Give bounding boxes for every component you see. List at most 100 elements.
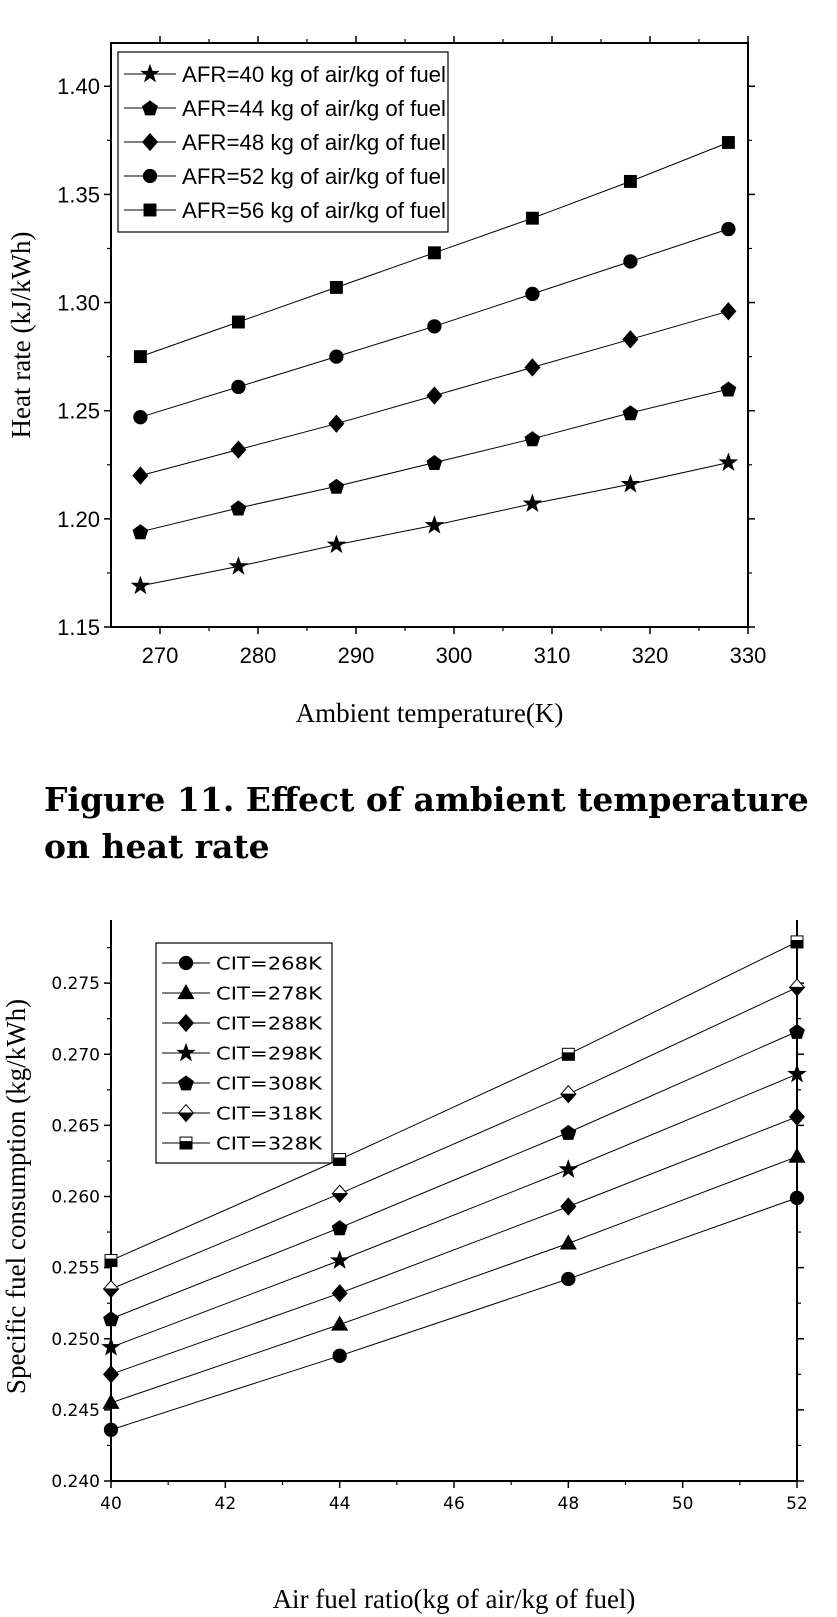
data-point xyxy=(133,350,147,364)
data-point xyxy=(623,174,637,188)
y-tick-label: 0.240 xyxy=(51,1472,100,1492)
data-point xyxy=(231,379,246,395)
legend: AFR=40 kg of air/kg of fuel AFR=44 kg of … xyxy=(117,51,449,233)
y-tick-label: 0.250 xyxy=(51,1330,100,1350)
series-3 xyxy=(132,302,737,485)
y-axis-label: Specific fuel consumption (kg/kWh) xyxy=(1,999,31,1394)
series-line xyxy=(110,1073,798,1348)
data-point xyxy=(622,405,639,421)
y-tick-label: 1.35 xyxy=(57,182,100,207)
data-point xyxy=(522,493,543,513)
x-tick-label: 320 xyxy=(632,643,669,668)
legend-label: CIT=278K xyxy=(216,983,323,1004)
data-point xyxy=(331,1284,348,1303)
legend-item: CIT=318K xyxy=(162,1103,323,1124)
figure-caption: Figure 11. Effect of ambient temperature… xyxy=(44,780,809,866)
data-point xyxy=(103,1422,119,1437)
x-tick-label: 270 xyxy=(142,643,179,668)
x-tick-label: 290 xyxy=(338,643,375,668)
legend-item: CIT=298K xyxy=(162,1042,323,1064)
legend: CIT=268K CIT=278K CIT=288K CIT=298K CIT=308K… xyxy=(155,942,333,1164)
legend-marker xyxy=(177,1103,195,1123)
x-tick-label: 48 xyxy=(558,1494,580,1514)
x-tick-label: 50 xyxy=(672,1494,694,1514)
series-5 xyxy=(133,136,735,364)
data-point xyxy=(525,211,539,225)
x-tick-label: 44 xyxy=(329,1494,351,1514)
x-axis-label: Ambient temperature(K) xyxy=(296,698,564,728)
x-tick-label: 300 xyxy=(436,643,473,668)
data-point xyxy=(560,1124,577,1140)
y-axis-label: Heat rate (kJ/kWh) xyxy=(6,232,36,439)
legend-marker xyxy=(178,1075,194,1091)
data-point xyxy=(329,1250,350,1269)
legend-label: AFR=44 kg of air/kg of fuel xyxy=(182,96,446,121)
legend-marker xyxy=(141,132,159,152)
x-tick-label: 46 xyxy=(443,1494,465,1514)
series-4 xyxy=(101,1063,807,1356)
data-point xyxy=(720,302,737,321)
legend-label: CIT=268K xyxy=(216,953,323,974)
series-line xyxy=(110,1116,798,1375)
data-point xyxy=(524,431,541,447)
legend-marker xyxy=(177,983,195,1000)
x-tick-label: 330 xyxy=(730,643,767,668)
data-point xyxy=(427,246,441,260)
legend-label: CIT=308K xyxy=(216,1073,323,1094)
data-point xyxy=(104,1254,118,1267)
y-tick-label: 1.25 xyxy=(57,399,100,424)
data-point xyxy=(620,474,641,493)
legend-label: AFR=56 kg of air/kg of fuel xyxy=(182,198,446,223)
series-2 xyxy=(132,381,737,540)
legend-label: CIT=298K xyxy=(216,1043,323,1064)
data-point xyxy=(790,935,804,949)
data-point xyxy=(558,1159,579,1178)
series-3 xyxy=(102,1107,806,1384)
series-line xyxy=(110,1031,798,1320)
data-point xyxy=(720,381,737,397)
data-point xyxy=(721,136,735,149)
data-point xyxy=(331,1315,349,1331)
y-tick-label: 0.265 xyxy=(51,1116,100,1136)
data-point xyxy=(328,414,345,433)
legend-item: AFR=48 kg of air/kg of fuel xyxy=(124,130,446,155)
x-tick-label: 280 xyxy=(240,643,277,668)
legend-item: CIT=268K xyxy=(162,953,323,974)
x-tick-label: 52 xyxy=(786,1494,808,1514)
y-tick-label: 0.275 xyxy=(51,974,100,994)
x-tick-label: 310 xyxy=(534,643,571,668)
data-point xyxy=(560,1197,577,1216)
legend-marker xyxy=(177,1013,195,1033)
series-7 xyxy=(104,935,804,1267)
data-point xyxy=(132,524,149,540)
legend-item: CIT=328K xyxy=(162,1133,323,1154)
data-point xyxy=(524,358,541,377)
legend-item: CIT=308K xyxy=(162,1073,323,1094)
legend-item: AFR=56 kg of air/kg of fuel xyxy=(124,198,446,223)
data-point xyxy=(331,1220,348,1236)
legend-item: AFR=44 kg of air/kg of fuel xyxy=(124,96,446,121)
data-point xyxy=(101,1336,121,1356)
data-point xyxy=(103,1311,119,1327)
data-point xyxy=(559,1234,577,1250)
y-tick-label: 1.30 xyxy=(57,290,100,315)
data-point xyxy=(133,410,148,425)
series-5 xyxy=(103,1023,805,1327)
data-point xyxy=(230,500,247,516)
data-point xyxy=(328,478,345,494)
data-point xyxy=(332,1348,347,1363)
data-point xyxy=(329,280,343,294)
legend-marker xyxy=(142,100,158,116)
data-point xyxy=(788,1147,806,1163)
y-tick-label: 1.40 xyxy=(57,74,100,99)
legend-label: AFR=48 kg of air/kg of fuel xyxy=(182,130,446,155)
x-tick-label: 42 xyxy=(215,1494,237,1514)
data-point xyxy=(426,454,443,470)
y-tick-label: 1.15 xyxy=(57,615,100,640)
data-point xyxy=(789,1190,805,1206)
heat-rate-chart: 270 280 290 300 310 320 330 1.15 1.20 1.25 1.30 1.3… xyxy=(6,36,767,728)
legend-item: AFR=52 kg of air/kg of fuel xyxy=(124,164,446,189)
y-tick-label: 0.280 xyxy=(51,920,100,923)
data-point xyxy=(231,315,245,329)
y-tick-label: 1.20 xyxy=(57,507,100,532)
